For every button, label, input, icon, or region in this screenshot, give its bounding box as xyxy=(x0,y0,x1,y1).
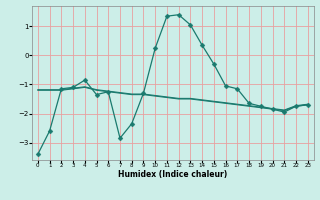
X-axis label: Humidex (Indice chaleur): Humidex (Indice chaleur) xyxy=(118,170,228,179)
